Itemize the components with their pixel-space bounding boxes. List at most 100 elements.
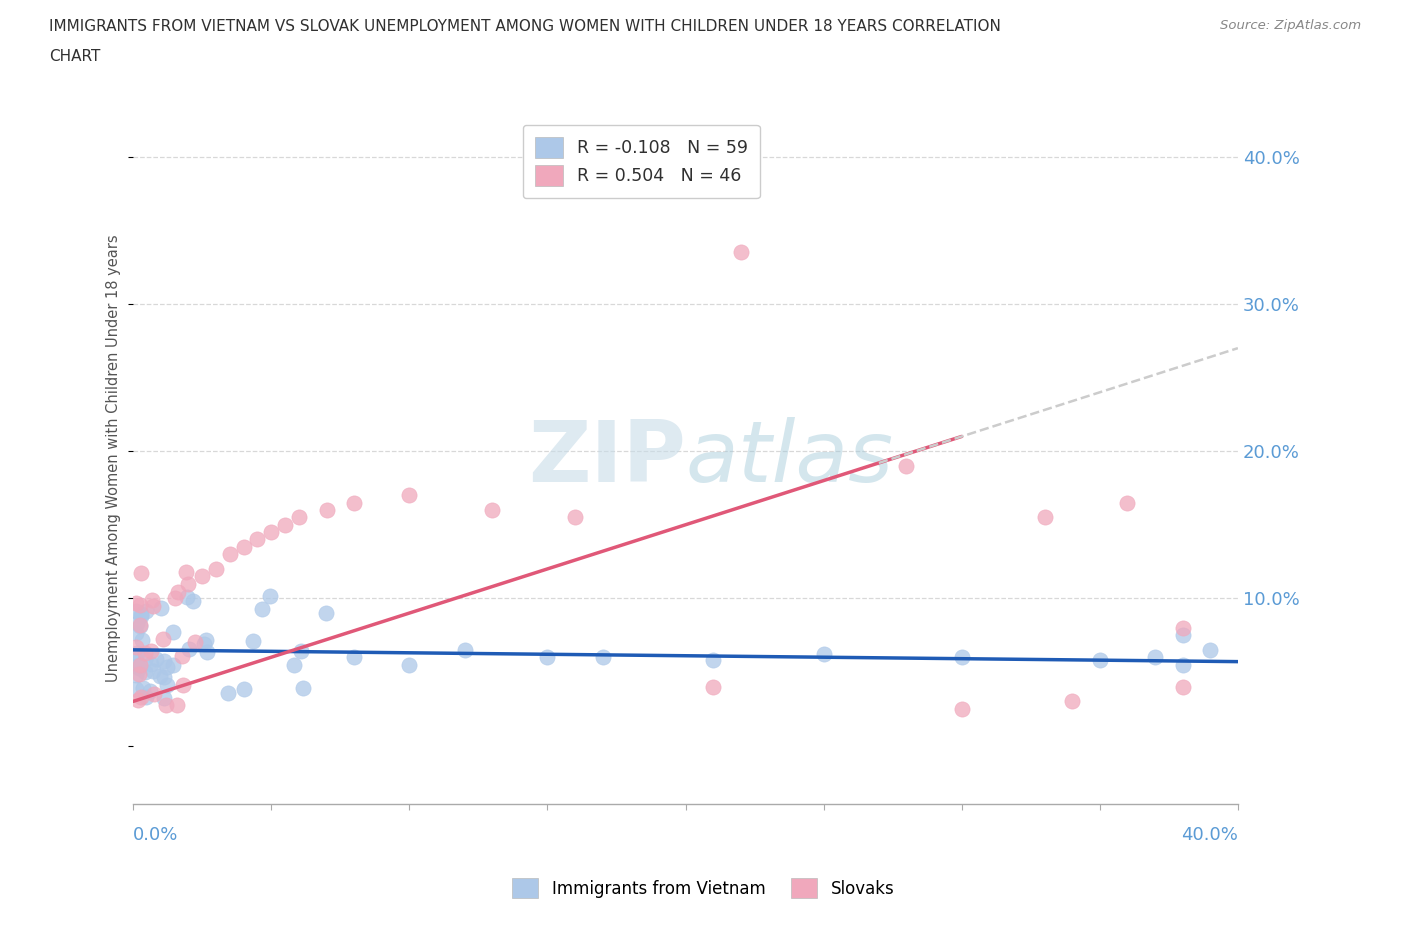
Point <box>128 660 150 675</box>
Point <box>1116 496 1139 511</box>
Point <box>134 664 156 679</box>
Point <box>134 651 156 666</box>
Text: CHART: CHART <box>49 49 101 64</box>
Point <box>218 547 240 562</box>
Point <box>142 598 165 613</box>
Point <box>149 601 172 616</box>
Point <box>195 644 218 659</box>
Point <box>135 604 157 618</box>
Point <box>288 510 311 525</box>
Point <box>205 562 228 577</box>
Point <box>125 668 148 683</box>
Point <box>398 658 420 672</box>
Point <box>127 693 149 708</box>
Text: atlas: atlas <box>686 417 894 500</box>
Text: 40.0%: 40.0% <box>1181 827 1237 844</box>
Point <box>139 657 162 671</box>
Point <box>129 619 152 634</box>
Point <box>291 681 314 696</box>
Point <box>950 650 973 665</box>
Legend: Immigrants from Vietnam, Slovaks: Immigrants from Vietnam, Slovaks <box>505 871 901 905</box>
Text: 0.0%: 0.0% <box>134 827 179 844</box>
Point <box>950 701 973 716</box>
Point <box>166 698 188 712</box>
Point <box>141 593 163 608</box>
Point <box>128 598 150 613</box>
Point <box>153 690 176 705</box>
Point <box>1033 510 1056 525</box>
Point <box>177 642 200 657</box>
Point <box>142 686 165 701</box>
Text: Source: ZipAtlas.com: Source: ZipAtlas.com <box>1220 19 1361 32</box>
Point <box>896 458 918 473</box>
Point <box>315 605 337 620</box>
Point <box>177 577 200 591</box>
Point <box>217 685 239 700</box>
Point <box>129 618 152 633</box>
Point <box>172 648 194 663</box>
Point <box>162 658 184 673</box>
Point <box>125 595 148 610</box>
Point <box>592 650 614 665</box>
Point <box>1143 650 1166 665</box>
Text: IMMIGRANTS FROM VIETNAM VS SLOVAK UNEMPLOYMENT AMONG WOMEN WITH CHILDREN UNDER 1: IMMIGRANTS FROM VIETNAM VS SLOVAK UNEMPL… <box>49 19 1001 33</box>
Point <box>156 678 179 693</box>
Point <box>163 591 186 605</box>
Point <box>1199 643 1222 658</box>
Point <box>246 532 269 547</box>
Point <box>250 602 273 617</box>
Point <box>702 679 724 694</box>
Point <box>1062 694 1084 709</box>
Point <box>125 604 148 618</box>
Point <box>242 633 264 648</box>
Point <box>730 245 752 259</box>
Point <box>162 624 184 639</box>
Point <box>536 650 558 665</box>
Point <box>290 644 312 658</box>
Point <box>145 652 167 667</box>
Legend: R = -0.108   N = 59, R = 0.504   N = 46: R = -0.108 N = 59, R = 0.504 N = 46 <box>523 125 759 198</box>
Point <box>481 502 503 517</box>
Point <box>135 689 157 704</box>
Point <box>283 658 305 672</box>
Point <box>129 606 152 621</box>
Point <box>125 626 148 641</box>
Point <box>343 650 366 665</box>
Point <box>259 589 281 604</box>
Point <box>315 502 337 517</box>
Point <box>156 659 179 674</box>
Point <box>129 689 152 704</box>
Point <box>139 684 162 698</box>
Point <box>564 510 586 525</box>
Point <box>155 698 177 712</box>
Point <box>128 658 150 672</box>
Point <box>125 682 148 697</box>
Point <box>1088 653 1111 668</box>
Point <box>128 667 150 682</box>
Point <box>194 632 217 647</box>
Point <box>153 670 176 684</box>
Point <box>132 681 155 696</box>
Point <box>274 517 297 532</box>
Point <box>172 678 194 693</box>
Point <box>398 488 420 503</box>
Point <box>149 669 172 684</box>
Text: ZIP: ZIP <box>527 417 686 500</box>
Point <box>184 634 207 649</box>
Point <box>134 645 156 660</box>
Y-axis label: Unemployment Among Women with Children Under 18 years: Unemployment Among Women with Children U… <box>107 234 121 683</box>
Point <box>232 539 254 554</box>
Point <box>1171 658 1194 672</box>
Point <box>174 565 197 579</box>
Point <box>125 652 148 667</box>
Point <box>152 631 174 646</box>
Point <box>702 653 724 668</box>
Point <box>142 664 165 679</box>
Point <box>166 585 188 600</box>
Point <box>129 608 152 623</box>
Point <box>141 644 163 658</box>
Point <box>125 639 148 654</box>
Point <box>125 645 148 660</box>
Point <box>181 593 204 608</box>
Point <box>1171 628 1194 643</box>
